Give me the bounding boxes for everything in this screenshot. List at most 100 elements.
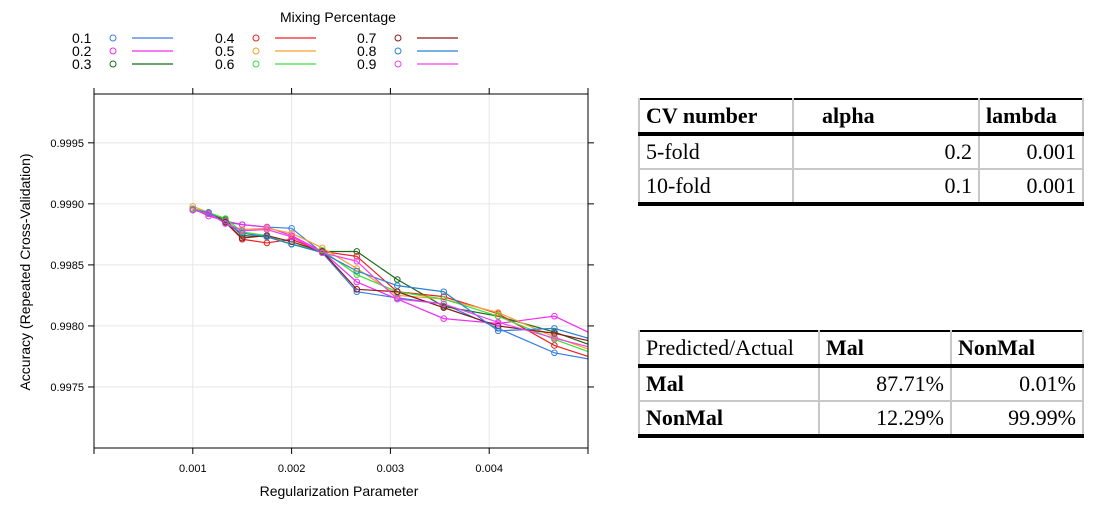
series-point-0.5 bbox=[353, 265, 361, 272]
series-point-0.8 bbox=[394, 282, 401, 289]
legend-marker bbox=[394, 34, 402, 42]
x-tick-label: 0.003 bbox=[377, 463, 405, 475]
legend-marker bbox=[109, 34, 117, 42]
alpha-value: 0.1 bbox=[792, 169, 980, 206]
series-point-0.8 bbox=[288, 240, 295, 248]
legend-label: 0.3 bbox=[72, 56, 92, 72]
cv-parameters-table: CV number alpha lambda 5-fold 0.2 0.001 … bbox=[638, 98, 1084, 206]
y-tick-label: 0.9990 bbox=[50, 199, 84, 211]
y-axis-label: Accuracy (Repeated Cross-Validation) bbox=[17, 153, 33, 390]
series-point-0.9 bbox=[288, 233, 295, 241]
confusion-matrix-table: Predicted/Actual Mal NonMal Mal 87.71% 0… bbox=[638, 330, 1084, 438]
header-predicted-actual: Predicted/Actual bbox=[638, 331, 820, 366]
series-point-0.9 bbox=[189, 206, 197, 214]
series-point-0.6 bbox=[353, 271, 361, 278]
series-point-0.9 bbox=[263, 226, 271, 233]
series-point-0.2 bbox=[238, 221, 246, 228]
series-points bbox=[189, 203, 558, 357]
table-row: NonMal 12.29% 99.99% bbox=[638, 401, 1084, 438]
y-tick-label: 0.9985 bbox=[50, 260, 84, 272]
series-point-0.4 bbox=[263, 239, 271, 247]
series-point-0.8 bbox=[494, 327, 502, 335]
series-point-0.9 bbox=[440, 300, 448, 308]
series-point-0.1 bbox=[288, 224, 295, 232]
header-lambda: lambda bbox=[978, 99, 1084, 134]
header-nonmal: NonMal bbox=[950, 331, 1084, 366]
lambda-value: 0.001 bbox=[978, 169, 1084, 206]
series-point-0.3 bbox=[238, 232, 246, 239]
table-row: Mal 87.71% 0.01% bbox=[638, 366, 1084, 402]
lambda-value: 0.001 bbox=[978, 134, 1084, 170]
series-point-0.1 bbox=[551, 349, 558, 357]
series-point-0.4 bbox=[288, 235, 295, 243]
header-mal: Mal bbox=[818, 331, 952, 366]
series-point-0.9 bbox=[238, 227, 246, 235]
series-point-0.9 bbox=[394, 295, 401, 303]
legend-marker bbox=[109, 60, 117, 68]
series-point-0.9 bbox=[318, 249, 326, 256]
series-point-0.7 bbox=[353, 286, 361, 293]
legend-label: 0.1 bbox=[72, 30, 92, 46]
series-point-0.9 bbox=[222, 220, 229, 227]
series-point-0.8 bbox=[440, 288, 448, 296]
header-alpha: alpha bbox=[792, 99, 980, 134]
series-point-0.5 bbox=[189, 203, 197, 210]
series-point-0.7 bbox=[440, 304, 448, 311]
series-point-0.2 bbox=[551, 312, 558, 320]
series-point-0.8 bbox=[238, 229, 246, 237]
axes: 0.001 0.002 0.003 0.004 0.9975 0.9980 0.9985 0.… bbox=[50, 88, 594, 475]
row-label: 5-fold bbox=[638, 134, 794, 170]
series-point-0.4 bbox=[353, 253, 361, 260]
series-point-0.8 bbox=[551, 325, 558, 332]
legend-marker bbox=[394, 60, 402, 68]
series-point-0.6 bbox=[440, 295, 448, 303]
series-point-0.7 bbox=[494, 322, 502, 330]
table-row: 10-fold 0.1 0.001 bbox=[638, 169, 1084, 206]
legend-marker bbox=[252, 34, 260, 42]
alpha-value: 0.2 bbox=[792, 134, 980, 170]
series-point-0.1 bbox=[494, 325, 502, 332]
y-tick-label: 0.9995 bbox=[50, 138, 84, 150]
header-cv-number: CV number bbox=[638, 99, 794, 134]
series-point-0.6 bbox=[494, 312, 502, 320]
series-point-0.6 bbox=[222, 215, 229, 222]
legend-label: 0.4 bbox=[215, 30, 235, 46]
table-row: 5-fold 0.2 0.001 bbox=[638, 134, 1084, 170]
legend-label: 0.7 bbox=[357, 30, 377, 46]
mal-value: 87.71% bbox=[818, 366, 952, 402]
series-point-0.4 bbox=[551, 342, 558, 349]
legend-label: 0.8 bbox=[357, 43, 377, 59]
row-label: Mal bbox=[638, 366, 820, 402]
grid-lines bbox=[94, 94, 588, 448]
legend-marker bbox=[252, 47, 260, 55]
series-point-0.9 bbox=[494, 318, 502, 326]
nonmal-value: 99.99% bbox=[950, 401, 1084, 438]
series-point-0.9 bbox=[551, 334, 558, 342]
series-point-0.4 bbox=[440, 293, 448, 300]
series-point-0.2 bbox=[440, 315, 448, 322]
series-point-0.2 bbox=[353, 278, 361, 286]
legend-label: 0.9 bbox=[357, 56, 377, 72]
legend-marker bbox=[109, 47, 117, 55]
accuracy-line-chart: Mixing Percentage0.10.20.30.40.50.60.70.… bbox=[17, 9, 594, 499]
series-point-0.7 bbox=[288, 238, 295, 246]
series-point-0.3 bbox=[394, 276, 401, 283]
series-point-0.7 bbox=[394, 288, 401, 296]
y-tick-label: 0.9980 bbox=[50, 321, 84, 333]
y-tick-label: 0.9975 bbox=[50, 382, 84, 394]
table-header-row: Predicted/Actual Mal NonMal bbox=[638, 331, 1084, 366]
series-point-0.5 bbox=[318, 244, 326, 252]
series-point-0.2 bbox=[205, 212, 212, 220]
series-point-0.7 bbox=[551, 329, 558, 337]
x-tick-label: 0.001 bbox=[179, 463, 207, 475]
table-header-row: CV number alpha lambda bbox=[638, 99, 1084, 134]
mal-value: 12.29% bbox=[818, 401, 952, 438]
series-point-0.8 bbox=[263, 233, 271, 241]
legend-label: 0.5 bbox=[215, 43, 235, 59]
legend-title: Mixing Percentage bbox=[280, 9, 396, 25]
legend-marker bbox=[252, 60, 260, 68]
plot-frame bbox=[93, 93, 589, 449]
x-tick-label: 0.002 bbox=[278, 463, 306, 475]
x-tick-label: 0.004 bbox=[475, 463, 503, 475]
legend-label: 0.2 bbox=[72, 43, 92, 59]
